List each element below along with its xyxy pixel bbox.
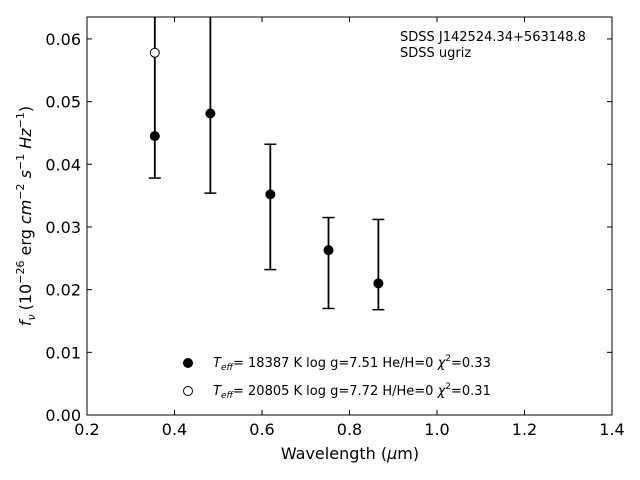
y-tick-label: 0.01 — [45, 343, 81, 362]
legend-entry-open: Teff= 20805 K log g=7.72 H/He=0 χ2=0.31 — [213, 382, 491, 401]
y-tick-label: 0.00 — [45, 406, 81, 425]
annotation-filters: SDSS ugriz — [400, 46, 471, 61]
y-tick-label: 0.05 — [45, 93, 81, 112]
data-point-filled — [323, 245, 334, 256]
data-marks — [148, 17, 385, 311]
x-tick-label: 1.0 — [424, 420, 449, 439]
legend-marker-filled — [183, 358, 193, 368]
x-tick-label: 0.2 — [74, 420, 99, 439]
data-point-filled — [265, 189, 276, 200]
x-tick-label: 1.2 — [512, 420, 537, 439]
annotation-object-name: SDSS J142524.34+563148.8 — [400, 30, 586, 45]
y-axis-title: fν(10−26 erg cm−2 s−1 Hz−1) — [14, 106, 38, 326]
x-tick-label: 1.4 — [599, 420, 624, 439]
legend-marker-open — [183, 386, 193, 396]
y-tick-label: 0.03 — [45, 218, 81, 237]
x-tick-label: 0.8 — [337, 420, 362, 439]
legend-entry-filled: Teff= 18387 K log g=7.51 He/H=0 χ2=0.33 — [213, 354, 491, 373]
data-point-filled — [149, 131, 160, 142]
data-point-filled — [205, 108, 216, 119]
plot-area — [86, 16, 613, 416]
x-axis-title: Wavelength (μm) — [281, 444, 419, 463]
data-point-filled — [373, 278, 384, 289]
x-tick-label: 0.4 — [162, 420, 187, 439]
data-point-open — [149, 47, 160, 58]
y-tick-label: 0.04 — [45, 155, 81, 174]
axis-ticks: 0.2 0.4 0.6 0.8 1.0 1.2 1.4 0.00 0.01 0.02 0.03 0.0… — [45, 17, 625, 439]
y-tick-label: 0.06 — [45, 30, 81, 49]
legend: Teff= 18387 K log g=7.51 He/H=0 χ2=0.33 … — [183, 354, 491, 401]
x-tick-label: 0.6 — [249, 420, 274, 439]
y-tick-label: 0.02 — [45, 281, 81, 300]
